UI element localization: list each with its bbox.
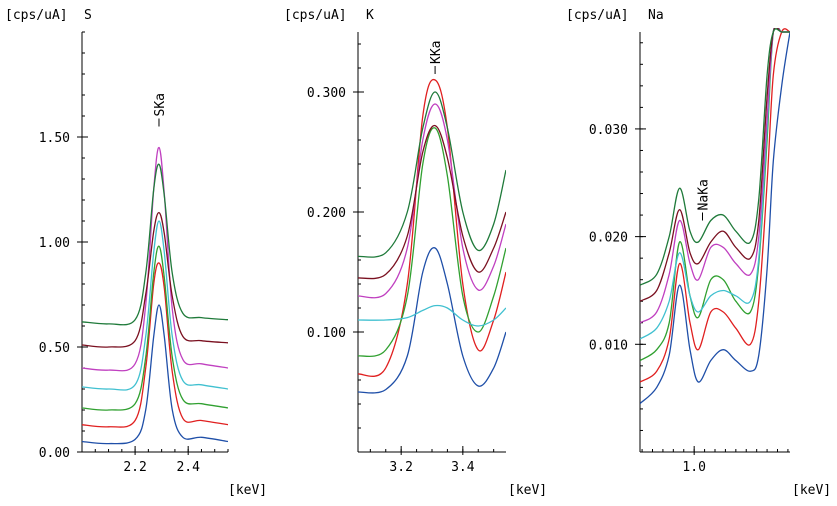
y-tick-label: 0.010 bbox=[589, 338, 628, 353]
series-line-5 bbox=[82, 146, 228, 372]
series-line-6 bbox=[82, 211, 228, 348]
peak-label: NaKa bbox=[697, 179, 712, 210]
series-line-4 bbox=[82, 220, 228, 391]
x-tick-label: 1.0 bbox=[682, 460, 705, 475]
series-line-7 bbox=[82, 163, 228, 326]
series-line-4 bbox=[358, 304, 506, 327]
chart-title: K bbox=[366, 8, 374, 23]
x-tick-label: 3.4 bbox=[451, 460, 475, 475]
peak-label: SKa bbox=[153, 93, 168, 116]
series-line-6 bbox=[358, 124, 506, 280]
y-tick-label: 1.00 bbox=[39, 236, 70, 251]
y-tick-label: 0.300 bbox=[307, 86, 346, 101]
y-tick-label: 0.030 bbox=[589, 123, 628, 138]
chart-panel-na: [cps/uA] Na 0.010 0.020 0.030 1.0 [keV] NaKa bbox=[566, 8, 831, 498]
series-line-1 bbox=[640, 31, 790, 404]
series-line-7 bbox=[358, 91, 506, 258]
y-tick-label: 0.00 bbox=[39, 446, 70, 461]
peak-annotation: KKa bbox=[429, 41, 444, 74]
y-tick-label: 0.200 bbox=[307, 206, 346, 221]
series-line-3 bbox=[82, 245, 228, 411]
series-line-1 bbox=[358, 247, 506, 394]
x-tick-label: 3.2 bbox=[389, 460, 412, 475]
y-tick-label: 0.50 bbox=[39, 341, 70, 356]
series-line-2 bbox=[358, 78, 506, 377]
y-unit-label: [cps/uA] bbox=[284, 8, 347, 23]
x-tick-label: 2.4 bbox=[176, 460, 200, 475]
chart-title: Na bbox=[648, 8, 664, 23]
series-line-2 bbox=[82, 262, 228, 428]
peak-label: KKa bbox=[429, 41, 444, 64]
y-tick-label: 1.50 bbox=[39, 131, 70, 146]
series-line-7 bbox=[640, 28, 790, 286]
y-unit-label: [cps/uA] bbox=[566, 8, 629, 23]
peak-annotation: NaKa bbox=[697, 179, 712, 221]
y-unit-label: [cps/uA] bbox=[5, 8, 68, 23]
y-tick-label: 0.020 bbox=[589, 231, 628, 246]
chart-panel-k: [cps/uA] K 0.100 0.200 0.300 3.2 3.4 [keV] KKa bbox=[284, 8, 547, 498]
x-unit-label: [keV] bbox=[228, 483, 267, 498]
x-unit-label: [keV] bbox=[508, 483, 547, 498]
y-tick-label: 0.100 bbox=[307, 326, 346, 341]
x-tick-label: 2.2 bbox=[123, 460, 146, 475]
chart-title: S bbox=[84, 8, 92, 23]
series-line-2 bbox=[640, 28, 790, 383]
chart-panel-s: [cps/uA] S 0.00 0.50 1.00 1.50 2.2 2.4 [keV] SKa bbox=[5, 8, 267, 498]
series-line-3 bbox=[358, 127, 506, 358]
series-line-1 bbox=[82, 304, 228, 445]
x-unit-label: [keV] bbox=[792, 483, 831, 498]
peak-annotation: SKa bbox=[153, 93, 168, 127]
series-line-6 bbox=[640, 28, 790, 302]
series-line-5 bbox=[358, 103, 506, 299]
